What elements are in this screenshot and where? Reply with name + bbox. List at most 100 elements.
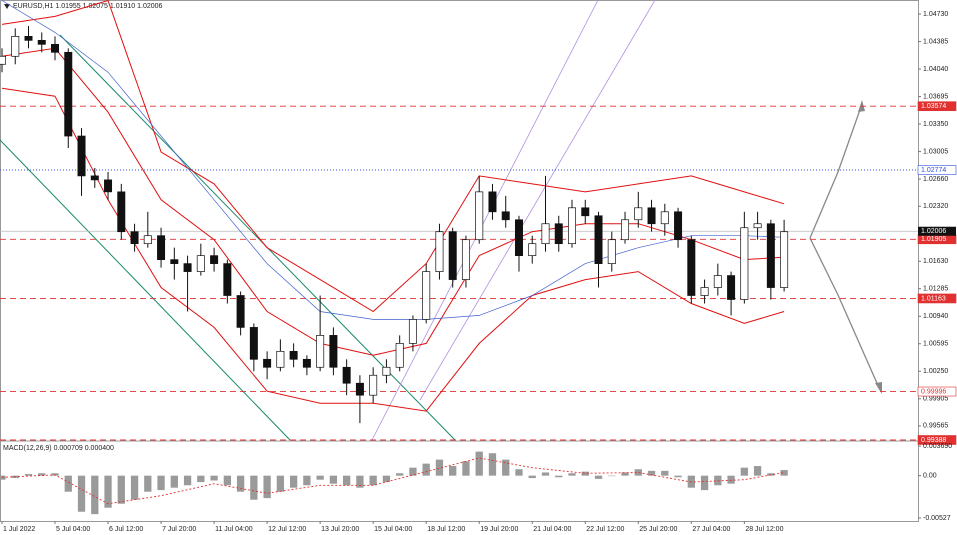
macd-bar — [289, 475, 298, 488]
y-tick-label: 0.99565 — [923, 423, 948, 430]
level-label: 1.03574 — [921, 103, 946, 110]
macd-bar — [329, 475, 338, 484]
macd-bar — [91, 475, 99, 515]
macd-bar — [236, 475, 245, 492]
y-tick-label: 1.03350 — [923, 121, 948, 128]
projection-arrow — [809, 103, 863, 239]
candle-body — [355, 382, 364, 396]
y-tick-label: 0.99905 — [923, 396, 948, 403]
symbol-marker — [4, 4, 10, 9]
candle-body — [568, 207, 577, 245]
level-label: 0.99996 — [921, 388, 946, 395]
y-tick-label: 1.00595 — [923, 341, 948, 348]
macd-bar — [38, 473, 46, 476]
x-tick-label: 5 Jul 04:00 — [56, 526, 90, 533]
signal-line — [1, 457, 785, 505]
x-tick-label: 12 Jul 12:00 — [268, 526, 306, 533]
candle-body — [674, 211, 683, 241]
candle-body — [541, 223, 550, 245]
macd-bar — [316, 475, 324, 480]
x-tick-label: 28 Jul 12:00 — [745, 526, 783, 533]
candle-body — [514, 219, 523, 256]
candle-body — [687, 239, 696, 296]
macd-bar — [144, 475, 152, 492]
macd-bar — [528, 475, 536, 479]
candle-body — [435, 231, 444, 272]
candle-body — [342, 366, 351, 384]
candle-body — [700, 287, 709, 296]
x-tick-label: 21 Jul 04:00 — [533, 526, 571, 533]
macd-bar — [183, 475, 192, 486]
candle-body — [77, 135, 86, 177]
macd-bar — [382, 475, 391, 483]
candle-body — [448, 231, 457, 280]
candle-body — [24, 36, 33, 41]
candle-body — [594, 215, 603, 264]
macd-bar — [780, 470, 788, 476]
macd-bar — [594, 475, 603, 479]
candle-body — [382, 366, 391, 376]
candle-body — [183, 263, 192, 272]
macd-bar — [250, 475, 258, 500]
candle-body — [581, 207, 590, 217]
macd-bar — [210, 475, 218, 481]
macd-bar — [555, 475, 563, 478]
level-label-box — [917, 293, 957, 304]
macd-bar — [369, 475, 377, 486]
macd-bar — [449, 466, 457, 476]
candle-body — [713, 275, 722, 288]
y-tick-label: 1.01630 — [923, 258, 948, 265]
candle-body — [740, 227, 749, 300]
candle-body — [117, 191, 126, 233]
candle-body — [488, 191, 497, 213]
x-tick-label: 11 Jul 04:00 — [215, 526, 253, 533]
x-tick-label: 25 Jul 20:00 — [639, 526, 677, 533]
candle-body — [170, 259, 179, 264]
channel-line — [419, 0, 656, 401]
macd-bar — [64, 475, 72, 492]
x-tick-label: 27 Jul 04:00 — [692, 526, 730, 533]
candle-body — [223, 263, 232, 296]
candle-body — [289, 350, 298, 360]
macd-bar — [303, 475, 311, 486]
candle-body — [475, 191, 484, 241]
candle-body — [647, 207, 656, 225]
indicator-line — [1, 0, 785, 320]
x-tick-label: 6 Jul 12:00 — [109, 526, 143, 533]
macd-title: MACD(12,26,9) 0.000709 0.000400 — [3, 445, 114, 452]
macd-bar — [661, 470, 669, 476]
level-label: 1.01905 — [921, 236, 946, 243]
candle-body — [104, 179, 113, 193]
macd-bar — [541, 472, 550, 476]
y-tick-label: 0.003690 — [923, 443, 952, 450]
candle-body — [157, 235, 166, 260]
channel-line — [371, 0, 599, 441]
candle-body — [660, 211, 669, 225]
candle-body — [276, 350, 285, 368]
macd-bar — [727, 475, 735, 484]
x-tick-label: 19 Jul 20:00 — [480, 526, 518, 533]
candle-body — [422, 271, 431, 320]
level-label: 1.01163 — [921, 295, 946, 302]
x-tick-label: 7 Jul 20:00 — [162, 526, 196, 533]
candle-body — [64, 51, 73, 137]
macd-bar — [77, 475, 86, 512]
candle-body — [634, 207, 643, 221]
macd-bar — [263, 475, 271, 499]
macd-bar — [409, 467, 417, 476]
y-tick-label: 1.03695 — [923, 93, 948, 100]
macd-bar — [223, 475, 231, 486]
candle-body — [329, 335, 338, 368]
projection-arrow — [809, 237, 881, 391]
y-tick-label: 1.04730 — [923, 11, 948, 18]
channel-line — [0, 139, 291, 441]
candle-body — [210, 255, 219, 264]
macd-bar — [515, 469, 523, 476]
level-label-box — [917, 101, 957, 112]
y-tick-label: -0.00527 — [923, 515, 951, 522]
candle-body — [0, 55, 6, 65]
macd-bar — [435, 459, 444, 476]
candle-body — [554, 223, 563, 245]
